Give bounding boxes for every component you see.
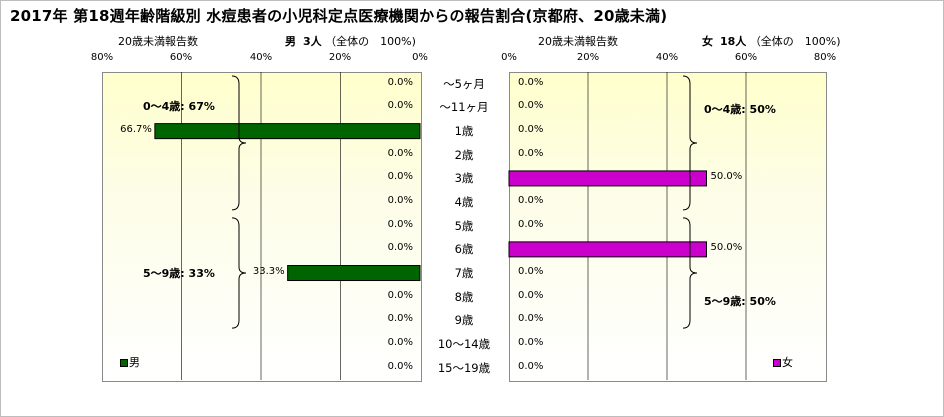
male-data-label: 0.0% [387,171,413,183]
male-data-label: 0.0% [387,289,413,301]
female-data-label: 0.0% [518,266,544,278]
female-tick-40: 40% [655,52,679,63]
male-data-label: 0.0% [387,195,413,207]
female-legend-swatch [773,359,781,367]
male-header-label: 男 [285,35,296,48]
category-label: 15～19歳 [437,360,491,375]
male-tick-80: 80% [90,52,114,63]
male-data-label: 0.0% [387,313,413,325]
female-data-label: 50.0% [710,171,743,183]
male-brace-0-4 [231,75,247,211]
female-bar [508,170,707,187]
male-axis-caption: 20歳未満報告数 [118,35,198,48]
female-data-label: 50.0% [710,242,743,254]
female-note-5-9: 5～9歳: 50% [704,295,776,308]
female-data-label: 0.0% [518,100,544,112]
male-tick-40: 40% [249,52,273,63]
category-label: ～11ヶ月 [439,100,489,115]
male-header: 男 3人 （全体の 100%) [285,33,416,49]
female-plot-area [509,72,827,382]
male-tick-0: 0% [412,52,428,63]
male-note-5-9: 5～9歳: 33% [143,267,215,280]
female-header-total: （全体の 100%) [749,35,841,48]
male-bar [287,265,421,282]
male-header-count: 3人 [303,35,322,48]
category-label: 6歳 [454,242,474,257]
male-data-label: 0.0% [387,76,413,88]
female-tick-20: 20% [576,52,600,63]
category-label: 5歳 [454,218,474,233]
category-label: 10～14歳 [437,336,491,351]
female-brace-5-9 [682,217,698,329]
category-label: ～5ヶ月 [443,76,485,91]
female-note-0-4: 0～4歳: 50% [704,103,776,116]
male-legend: 男 [120,354,140,370]
female-axis-caption: 20歳未満報告数 [538,35,618,48]
category-label: 3歳 [454,171,474,186]
male-legend-swatch [120,359,128,367]
female-data-label: 0.0% [518,289,544,301]
male-tick-20: 20% [328,52,352,63]
male-data-label: 0.0% [387,147,413,159]
male-header-total: （全体の 100%) [325,35,416,48]
female-bar [508,241,707,258]
category-label: 4歳 [454,195,474,210]
female-data-label: 0.0% [518,336,544,348]
male-data-label: 66.7% [120,124,152,136]
male-data-label: 0.0% [387,242,413,254]
category-label: 9歳 [454,313,474,328]
category-label: 1歳 [454,124,474,139]
female-data-label: 0.0% [518,195,544,207]
male-note-0-4: 0～4歳: 67% [143,100,215,113]
male-brace-5-9 [231,217,247,329]
female-header-count: 18人 [720,35,747,48]
male-data-label: 33.3% [252,266,285,278]
female-data-label: 0.0% [518,360,544,372]
female-header: 女 18人 （全体の 100%) [702,33,841,49]
female-legend-label: 女 [782,356,793,369]
female-brace-0-4 [682,75,698,211]
male-legend-label: 男 [129,356,140,369]
male-tick-60: 60% [169,52,193,63]
female-tick-60: 60% [734,52,758,63]
female-data-label: 0.0% [518,218,544,230]
female-data-label: 0.0% [518,147,544,159]
female-data-label: 0.0% [518,313,544,325]
female-data-label: 0.0% [518,76,544,88]
category-label: 2歳 [454,147,474,162]
male-data-label: 0.0% [387,218,413,230]
female-tick-80: 80% [813,52,837,63]
male-data-label: 0.0% [387,100,413,112]
female-header-label: 女 [702,35,713,48]
chart-title: 2017年 第18週年齢階級別 水痘患者の小児科定点医療機関からの報告割合(京都… [10,7,668,25]
male-data-label: 0.0% [387,360,413,372]
female-tick-0: 0% [501,52,517,63]
male-bar [154,123,421,140]
female-data-label: 0.0% [518,124,544,136]
female-legend: 女 [773,354,793,370]
male-data-label: 0.0% [387,336,413,348]
category-label: 8歳 [454,289,474,304]
category-label: 7歳 [454,266,474,281]
